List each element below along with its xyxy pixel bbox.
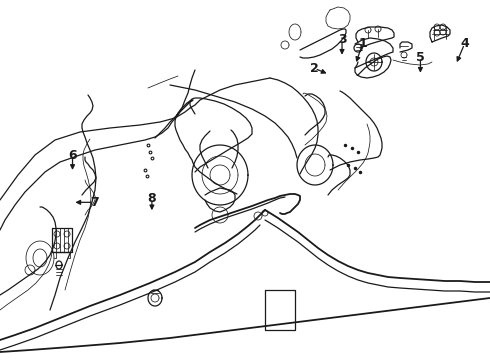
Text: 2: 2: [310, 62, 319, 75]
Text: 3: 3: [338, 33, 346, 46]
Text: 7: 7: [90, 196, 98, 209]
Text: 1: 1: [358, 37, 367, 50]
Text: 4: 4: [460, 37, 469, 50]
Text: 5: 5: [416, 51, 425, 64]
Text: 8: 8: [147, 192, 156, 205]
Text: 6: 6: [68, 149, 77, 162]
